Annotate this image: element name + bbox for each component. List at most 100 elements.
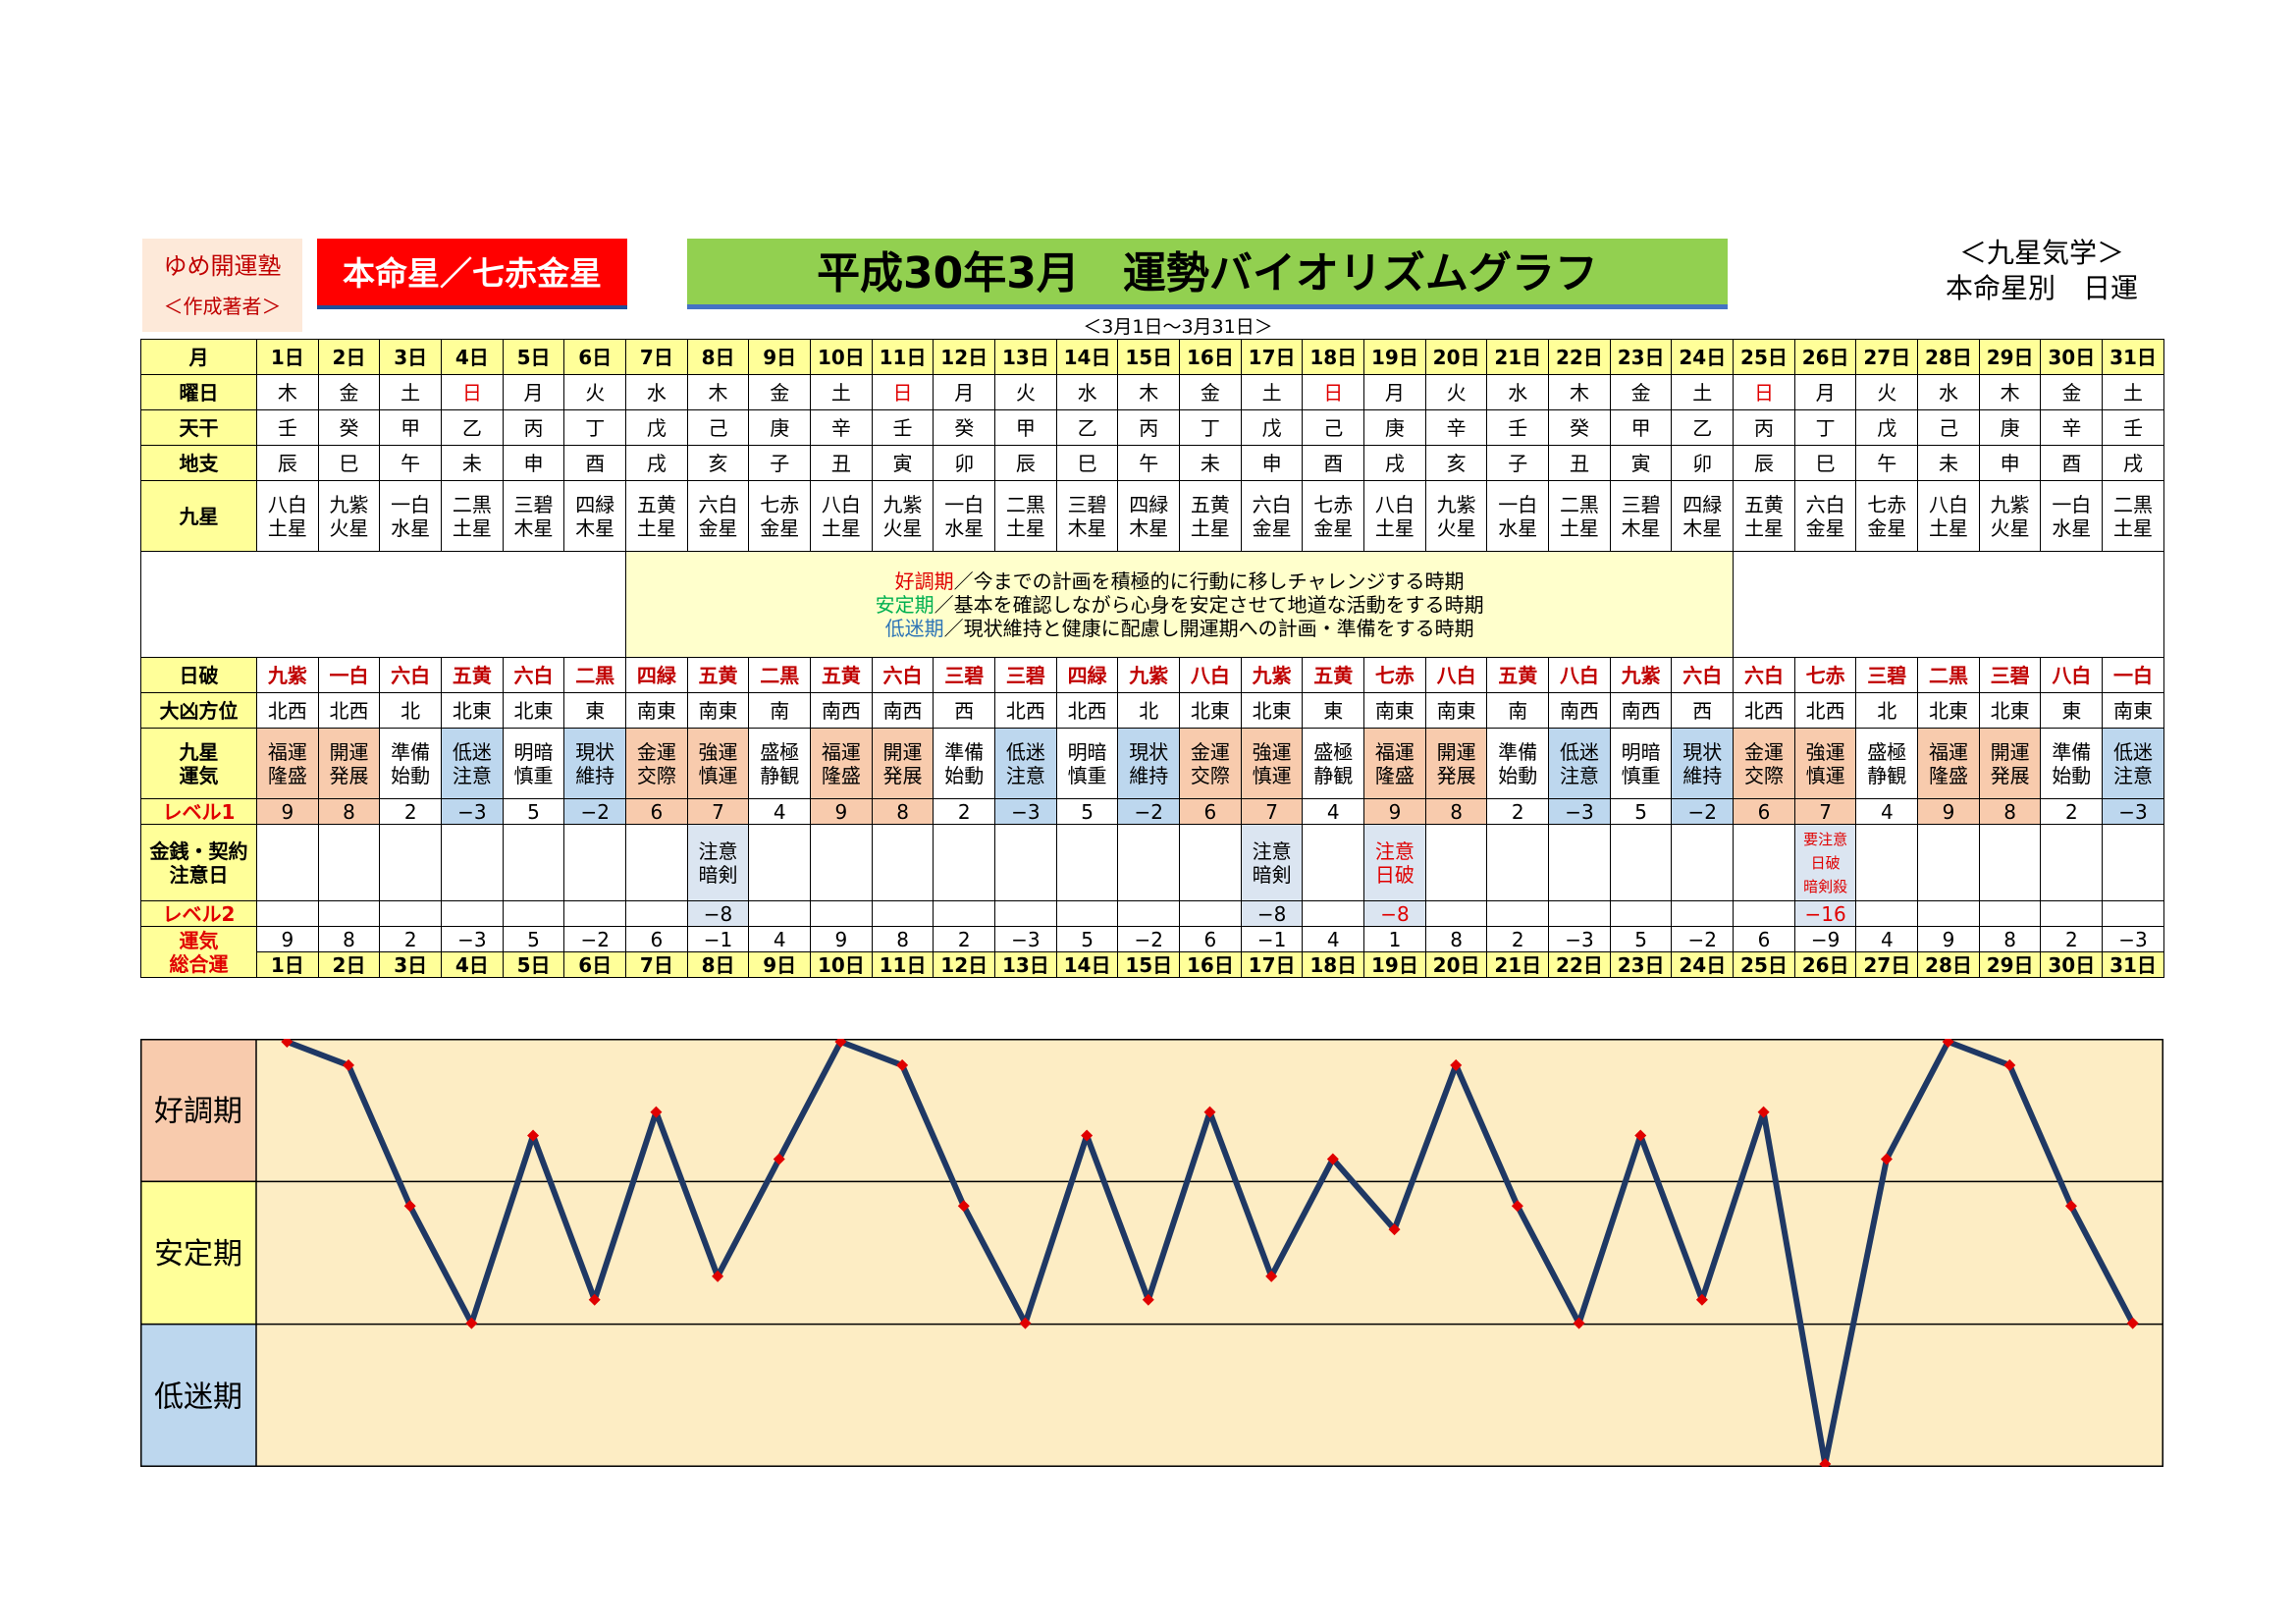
stars-row: 九星 八白 土星 九紫 火星 一白 水星 二黒 土星 三碧 木星 四緑 木星 五黄 土星 六白 金星 七赤 金星 八白… [140,480,2164,552]
data-point [1573,1317,1585,1329]
chishi-cell: 酉 [1302,445,1365,481]
chishi-cell: 申 [1240,445,1304,481]
data-point [1019,1317,1032,1329]
days2-cell: 28日 [1917,951,1980,978]
money-cell [379,824,443,901]
unki-cell: 低迷 注意 [441,728,504,799]
nippa-cell: 九紫 [256,657,319,693]
total-cell: 4 [748,926,812,952]
level2-cell [379,900,443,927]
days2-cell: 29日 [1978,951,2042,978]
stars-cell: 一白 水星 [379,480,443,552]
days-cell: 23日 [1609,339,1673,375]
level1-cell: 2 [2040,798,2104,825]
money-cell [1486,824,1550,901]
weekdays-cell: 火 [1424,374,1488,410]
tenkan-cell: 丙 [1733,409,1795,446]
level2-cell: −8 [1240,900,1304,927]
nippa-cell: 一白 [2102,657,2164,693]
level1-cell: 8 [317,798,381,825]
money-cell [563,824,627,901]
nippa-cell: 五黄 [441,657,504,693]
days-cell: 30日 [2040,339,2104,375]
unki-cell: 開運 発展 [1424,728,1488,799]
stars-cell: 九紫 火星 [871,480,934,552]
data-point [650,1106,663,1118]
level2-cell [1671,900,1735,927]
days2-cell: 5日 [502,951,565,978]
tenkan-row: 天干壬癸甲乙丙丁戊己庚辛壬癸甲乙丙丁戊己庚辛壬癸甲乙丙丁戊己庚辛壬 [140,409,2164,446]
weekdays-cell: 火 [994,374,1057,410]
nippa-cell: 七赤 [1793,657,1857,693]
level1-row: レベル1 9 8 2 −3 5 −2 6 7 4 9 8 2 −3 5 −2 6 7 4 9 8 2 −3 5 −2 6 7 4 9 8 2… [140,798,2164,825]
stars-cell: 五黄 土星 [625,480,688,552]
legend-good-term: 好調期 [894,568,954,593]
stars-cell: 七赤 金星 [1302,480,1365,552]
days2-cell: 25日 [1733,951,1795,978]
daikyo-cell: 北東 [1917,692,1980,729]
nippa-cell: 七赤 [1363,657,1426,693]
chishi-cell: 巳 [1055,445,1119,481]
nippa-cell: 九紫 [1609,657,1673,693]
weekdays-label: 曜日 [140,374,257,410]
daikyo-cell: 南 [748,692,812,729]
days-cell: 18日 [1302,339,1365,375]
money-cell [441,824,504,901]
total-cell: 8 [1978,926,2042,952]
tenkan-cell: 戊 [625,409,688,446]
daikyo-cell: 南東 [625,692,688,729]
days2-cell: 2日 [317,951,381,978]
daikyo-cell: 北西 [994,692,1057,729]
nippa-cell: 五黄 [1302,657,1365,693]
days2-cell: 27日 [1855,951,1919,978]
level2-cell [1424,900,1488,927]
legend-stable-text: ／基本を確認しながら心身を安定させて地道な活動をする時期 [934,592,1484,617]
nippa-cell: 八白 [1424,657,1488,693]
money-cell [1917,824,1980,901]
zone-label: 好調期 [154,1095,242,1129]
chishi-cell: 未 [1179,445,1242,481]
level1-cell: −3 [2102,798,2164,825]
unki-cell: 開運 発展 [871,728,934,799]
nippa-cell: 六白 [379,657,443,693]
money-cell [1548,824,1611,901]
unki-cell: 開運 発展 [317,728,381,799]
days-cell: 26日 [1793,339,1857,375]
stars-cell: 四緑 木星 [1671,480,1735,552]
total-cell: 5 [1609,926,1673,952]
total-cell: 5 [502,926,565,952]
daikyo-cell: 東 [2040,692,2104,729]
level1-cell: 6 [625,798,688,825]
nippa-cell: 八白 [1179,657,1242,693]
unki-cell: 強運 慎運 [1793,728,1857,799]
level2-cell [933,900,996,927]
tenkan-cell: 己 [1917,409,1980,446]
days2-cell: 22日 [1548,951,1611,978]
tenkan-cell: 庚 [748,409,812,446]
level1-cell: −3 [994,798,1057,825]
money-cell [994,824,1057,901]
days-cell: 5日 [502,339,565,375]
chishi-cell: 子 [748,445,812,481]
zone-label: 安定期 [154,1237,242,1272]
tenkan-cell: 庚 [1363,409,1426,446]
weekdays-cell: 木 [1548,374,1611,410]
level2-cell [1917,900,1980,927]
total-cell: −2 [1671,926,1735,952]
daikyo-cell: 南西 [871,692,934,729]
level2-cell [1302,900,1365,927]
daikyo-cell: 北 [1117,692,1181,729]
money-cell [933,824,996,901]
level2-cell [1855,900,1919,927]
legend-low-text: ／現状維持と健康に配慮し開運期への計画・準備をする時期 [943,616,1474,640]
days2-cell: 19日 [1363,951,1426,978]
chishi-cell: 辰 [994,445,1057,481]
chishi-cell: 申 [1978,445,2042,481]
stars-cell: 一白 水星 [2040,480,2104,552]
nippa-cell: 六白 [502,657,565,693]
total-cell: 6 [1733,926,1795,952]
data-point [1757,1106,1770,1118]
kyusei-label: ＜九星気学＞ 本命星別 日運 [1904,236,2179,306]
stars-cell: 八白 土星 [1363,480,1426,552]
total-cell: 2 [1486,926,1550,952]
